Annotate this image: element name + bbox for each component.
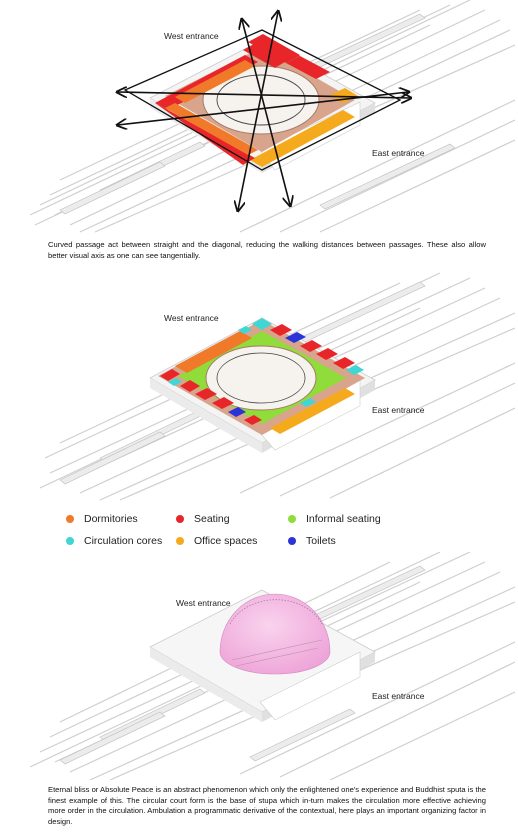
east-entrance-label: East entrance — [372, 405, 425, 415]
legend-swatch — [66, 515, 74, 523]
legend-swatch — [288, 537, 296, 545]
stupa-caption: Eternal bliss or Absolute Peace is an ab… — [48, 785, 486, 826]
circulation-axes — [118, 12, 410, 210]
legend-label: Circulation cores — [84, 535, 163, 547]
west-entrance-label: West entrance — [164, 313, 219, 323]
program-axonometric — [39, 272, 516, 501]
stupa-axonometric — [29, 552, 516, 780]
legend-swatch — [288, 515, 296, 523]
legend-item-dormitories: Dormitories — [66, 513, 138, 525]
context-blocks — [59, 565, 426, 765]
circulation-axonometric — [29, 0, 516, 233]
legend-label: Dormitories — [84, 513, 138, 525]
context-blocks — [59, 281, 426, 485]
legend-swatch — [176, 537, 184, 545]
legend-label: Seating — [194, 513, 230, 525]
legend-item-circulation-cores: Circulation cores — [66, 535, 162, 547]
program-blocks — [160, 318, 364, 434]
east-entrance-label: East entrance — [372, 691, 425, 701]
program-diagram: West entrance East entrance — [0, 268, 518, 504]
west-entrance-label: West entrance — [176, 598, 231, 608]
legend-item-toilets: Toilets — [288, 535, 336, 547]
circulation-diagram: West entrance East entrance — [0, 0, 518, 235]
legend-item-office-spaces: Office spaces — [176, 535, 257, 547]
stupa-diagram: West entrance East entrance — [0, 552, 518, 780]
legend-item-informal-seating: Informal seating — [288, 513, 381, 525]
legend-item-seating: Seating — [176, 513, 230, 525]
context-blocks — [59, 13, 456, 215]
west-entrance-label: West entrance — [164, 31, 219, 41]
legend-label: Informal seating — [306, 513, 381, 525]
legend-swatch — [176, 515, 184, 523]
legend-swatch — [66, 537, 74, 545]
legend-label: Toilets — [306, 535, 336, 547]
stupa-dome — [219, 593, 331, 675]
legend-label: Office spaces — [194, 535, 258, 547]
east-entrance-label: East entrance — [372, 148, 425, 158]
circulation-caption: Curved passage act between straight and … — [48, 240, 486, 260]
program-legend: Dormitories Seating Informal seating Cir… — [66, 509, 406, 549]
